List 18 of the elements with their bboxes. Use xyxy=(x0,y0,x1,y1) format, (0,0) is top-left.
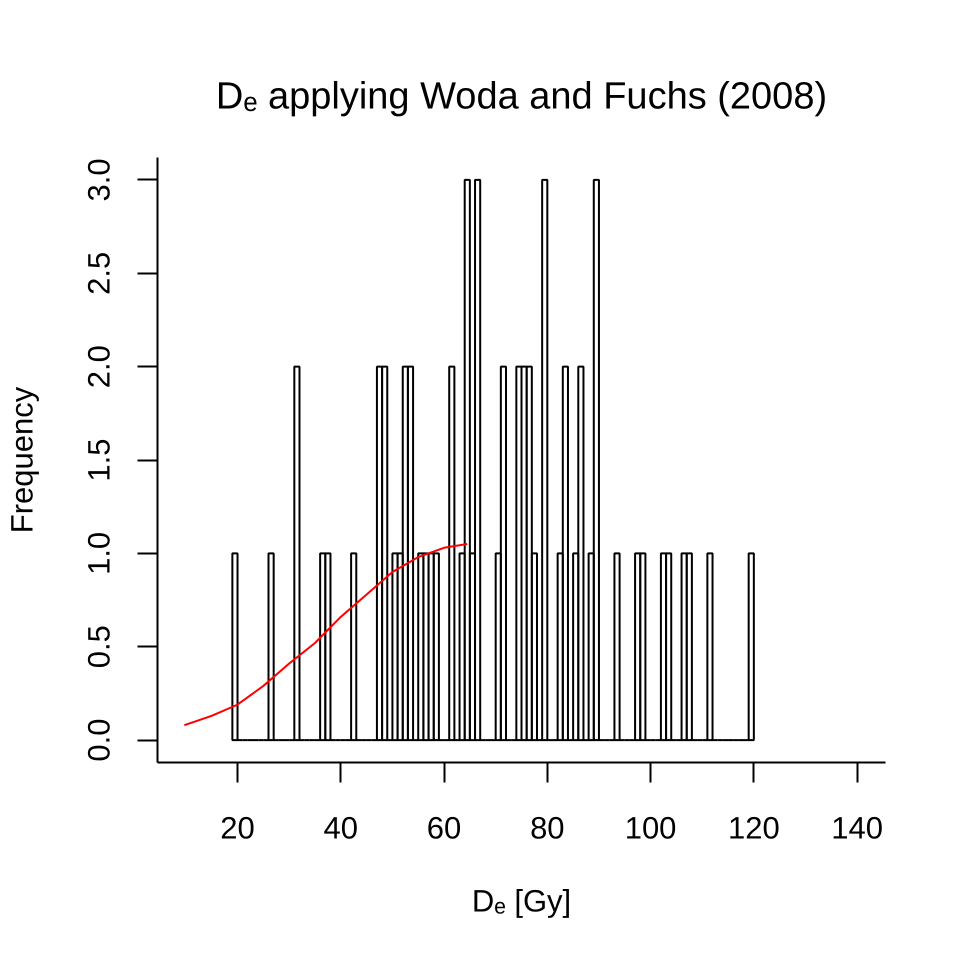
y-tick-label: 1.5 xyxy=(82,438,116,482)
x-tick-label: 120 xyxy=(728,810,780,846)
x-tick-label: 80 xyxy=(530,810,565,846)
chart-title: Dₑ applying Woda and Fuchs (2008) xyxy=(216,76,828,118)
line-series xyxy=(183,543,468,726)
y-tick-label: 0.5 xyxy=(82,625,116,668)
x-tick-label: 40 xyxy=(324,810,358,846)
y-tick-label: 3.0 xyxy=(82,158,116,202)
x-axis-title: Dₑ [Gy] xyxy=(472,884,572,918)
y-tick-label: 2.0 xyxy=(82,345,116,388)
y-tick-label: 0.0 xyxy=(82,718,116,762)
y-tick-label: 2.5 xyxy=(82,252,116,295)
y-tick-label: 1.0 xyxy=(82,532,116,575)
x-tick-label: 140 xyxy=(831,810,883,846)
x-tick-label: 20 xyxy=(220,810,255,846)
x-tick-label: 100 xyxy=(624,810,676,846)
x-tick-label: 60 xyxy=(426,810,462,846)
y-axis-title: Frequency xyxy=(4,386,40,534)
